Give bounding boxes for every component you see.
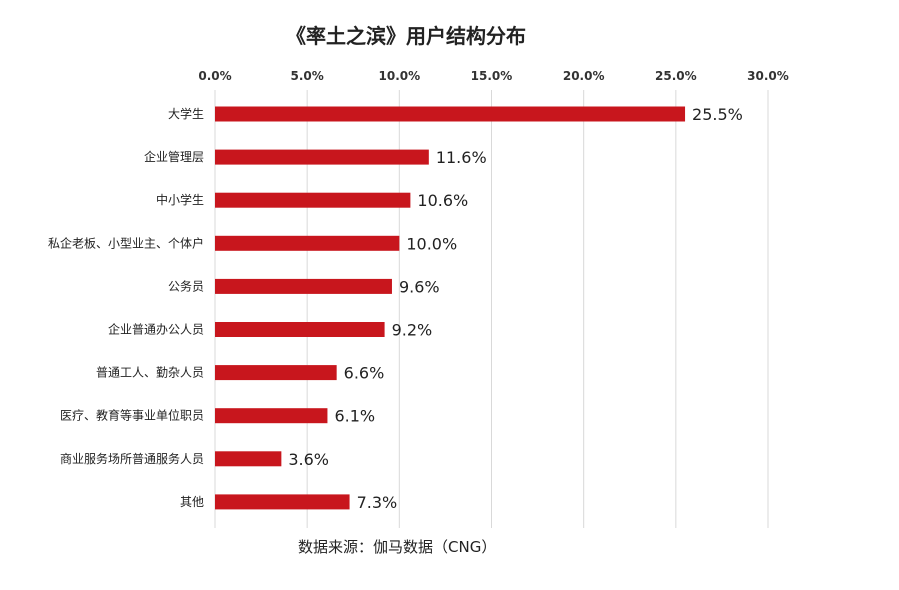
value-label: 10.0% [406,234,457,253]
bar [215,106,686,122]
bar [215,322,385,337]
x-tick-label: 5.0% [291,69,324,83]
value-label: 10.6% [417,191,468,210]
x-tick-label: 25.0% [655,69,697,83]
value-label: 11.6% [436,148,487,167]
bar [215,235,400,251]
x-tick-label: 0.0% [198,69,231,83]
bar [215,365,337,381]
category-label: 医疗、教育等事业单位职员 [60,408,204,423]
value-label: 9.6% [399,277,440,296]
value-labels: 25.5% 11.6% 10.6% 10.0% 9.6% 9.2% 6.6% 6.1% 3.6%… [288,105,743,512]
x-tick-label: 20.0% [563,69,605,83]
bar [215,451,282,467]
category-label: 商业服务场所普通服务人员 [60,451,204,466]
x-axis-ticks: 0.0% 5.0% 10.0% 15.0% 20.0% 25.0% 30.0% [198,69,788,83]
bar [215,408,328,424]
chart-title: 《率土之滨》用户结构分布 [286,24,526,48]
category-label: 普通工人、勤杂人员 [96,366,204,380]
source-note: 数据来源：伽马数据（CNG） [298,538,496,556]
category-label: 公务员 [168,278,204,293]
value-label: 3.6% [288,450,329,469]
value-label: 25.5% [692,105,743,124]
x-tick-label: 15.0% [471,69,513,83]
value-label: 7.3% [357,493,398,512]
value-label: 6.1% [334,407,375,426]
bar [215,149,429,165]
x-tick-label: 30.0% [747,69,789,83]
value-label: 6.6% [344,364,385,383]
category-label: 企业普通办公人员 [108,322,204,337]
bar [215,192,411,208]
category-label: 中小学生 [156,192,204,207]
category-label: 私企老板、小型业主、个体户 [48,235,204,250]
category-label: 大学生 [168,106,204,121]
category-label: 其他 [180,495,204,509]
category-label: 企业管理层 [144,149,204,164]
bar [215,494,350,510]
category-labels: 大学生企业管理层中小学生私企老板、小型业主、个体户公务员企业普通办公人员普通工人… [48,106,204,509]
bars [215,106,686,510]
x-tick-label: 10.0% [379,69,421,83]
bar [215,278,392,294]
value-label: 9.2% [392,321,433,340]
